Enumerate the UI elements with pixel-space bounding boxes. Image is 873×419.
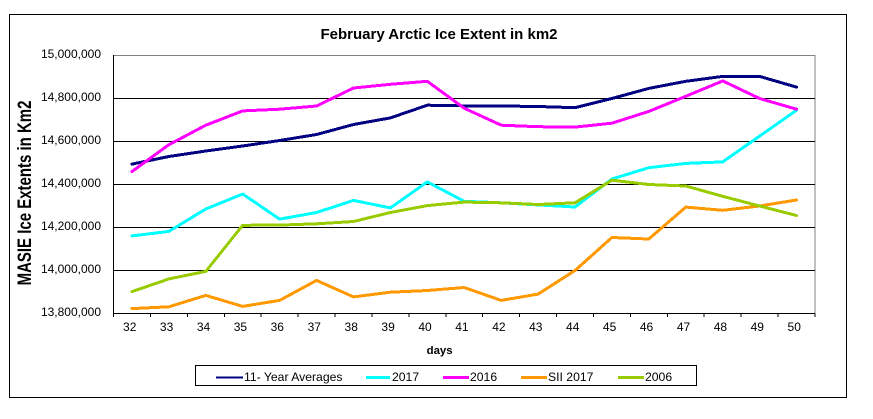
svg-text:14,000,000: 14,000,000 [41,262,101,276]
svg-text:2017: 2017 [392,370,419,384]
svg-text:47: 47 [677,320,691,334]
svg-text:14,200,000: 14,200,000 [41,219,101,233]
svg-text:46: 46 [640,320,654,334]
svg-text:39: 39 [381,320,395,334]
svg-text:13,800,000: 13,800,000 [41,305,101,319]
svg-text:32: 32 [123,320,137,334]
svg-text:15,000,000: 15,000,000 [41,47,101,61]
svg-text:14,800,000: 14,800,000 [41,90,101,104]
svg-text:SII 2017: SII 2017 [548,370,594,384]
svg-text:33: 33 [160,320,174,334]
svg-text:49: 49 [751,320,765,334]
svg-text:35: 35 [234,320,248,334]
svg-text:48: 48 [714,320,728,334]
svg-text:50: 50 [788,320,802,334]
svg-text:14,400,000: 14,400,000 [41,176,101,190]
svg-text:34: 34 [197,320,211,334]
svg-text:40: 40 [418,320,432,334]
svg-text:11- Year Averages: 11- Year Averages [244,370,342,384]
svg-text:38: 38 [345,320,359,334]
svg-text:MASIE Ice Extents in Km2: MASIE Ice Extents in Km2 [13,101,35,286]
svg-text:days: days [427,345,453,357]
svg-text:February Arctic Ice Extent in: February Arctic Ice Extent in km2 [320,26,557,43]
svg-text:44: 44 [566,320,580,334]
svg-text:45: 45 [603,320,617,334]
svg-text:43: 43 [529,320,543,334]
svg-text:42: 42 [492,320,506,334]
svg-text:2006: 2006 [645,370,672,384]
svg-text:36: 36 [271,320,285,334]
svg-text:2016: 2016 [470,370,497,384]
svg-text:14,600,000: 14,600,000 [41,133,101,147]
svg-text:37: 37 [308,320,322,334]
svg-text:41: 41 [455,320,469,334]
